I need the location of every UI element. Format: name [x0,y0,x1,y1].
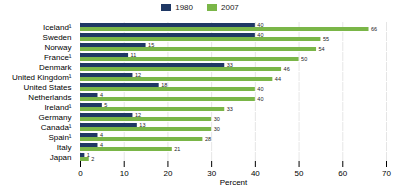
svg-text:United States: United States [23,83,71,92]
svg-text:50: 50 [295,169,304,178]
svg-text:4: 4 [100,142,103,148]
svg-text:Norway: Norway [44,43,71,52]
svg-text:40: 40 [257,22,263,28]
svg-text:12: 12 [135,72,141,78]
svg-text:1: 1 [87,152,90,158]
svg-text:33: 33 [227,62,233,68]
svg-text:12: 12 [135,112,141,118]
svg-text:Denmark: Denmark [39,63,72,72]
svg-text:40: 40 [257,86,263,92]
svg-text:Italy: Italy [57,143,72,152]
svg-text:Ireland¹: Ireland¹ [44,103,71,112]
svg-text:30: 30 [214,116,220,122]
svg-text:13: 13 [139,122,145,128]
svg-text:21: 21 [174,146,180,152]
svg-text:2: 2 [91,156,94,162]
svg-text:5: 5 [104,102,107,108]
svg-text:50: 50 [301,56,307,62]
svg-text:20: 20 [163,169,172,178]
svg-text:40: 40 [257,96,263,102]
svg-text:40: 40 [257,32,263,38]
svg-text:Germany: Germany [39,113,72,122]
svg-text:18: 18 [161,82,167,88]
svg-text:28: 28 [205,136,211,142]
svg-text:30: 30 [214,126,220,132]
svg-text:Percent: Percent [220,178,248,187]
svg-text:Canada¹: Canada¹ [41,123,72,132]
svg-text:40: 40 [251,169,260,178]
svg-text:4: 4 [100,92,103,98]
svg-text:Sweden: Sweden [43,33,72,42]
svg-text:11: 11 [131,52,137,58]
svg-text:66: 66 [371,26,377,32]
svg-text:70: 70 [382,169,391,178]
svg-text:55: 55 [323,36,329,42]
svg-text:Spain¹: Spain¹ [48,133,71,142]
svg-text:Iceland¹: Iceland¹ [43,23,72,32]
svg-text:4: 4 [100,132,103,138]
svg-text:Netherlands: Netherlands [28,93,71,102]
svg-text:60: 60 [338,169,347,178]
svg-text:15: 15 [148,42,154,48]
svg-text:30: 30 [207,169,216,178]
svg-text:44: 44 [275,76,281,82]
svg-text:46: 46 [284,66,290,72]
svg-text:33: 33 [227,106,233,112]
svg-text:10: 10 [120,169,129,178]
svg-text:Japan: Japan [50,153,72,162]
html-text:1980: 1980 [175,2,193,12]
svg-text:0: 0 [78,169,83,178]
svg-text:United Kingdom¹: United Kingdom¹ [12,73,72,82]
html-text:2007: 2007 [221,2,239,12]
svg-text:54: 54 [319,46,325,52]
svg-text:France¹: France¹ [44,53,72,62]
